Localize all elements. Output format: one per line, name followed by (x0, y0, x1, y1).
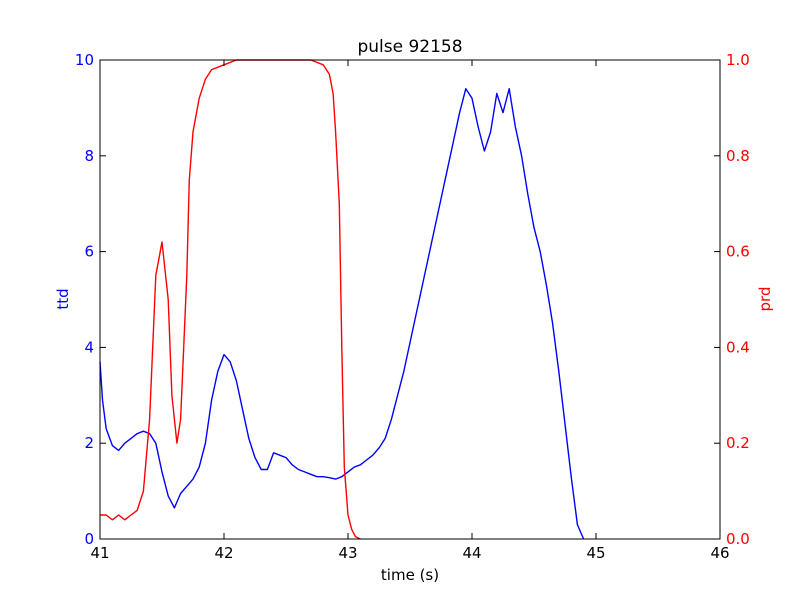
y-left-tick-label: 10 (75, 51, 94, 69)
y-right-tick-label: 0.4 (726, 338, 750, 356)
y-left-tick-label: 0 (84, 530, 94, 548)
y-left-tick-label: 2 (84, 434, 94, 452)
y-axis-left: 0 2 4 6 8 10 (75, 51, 106, 548)
y-axis-right-label: prd (756, 287, 774, 312)
y-left-tick-label: 4 (84, 338, 94, 356)
y-right-tick-label: 0.0 (726, 530, 750, 548)
x-tick-label: 44 (462, 544, 481, 562)
y-left-tick-label: 8 (84, 147, 94, 165)
y-right-tick-label: 0.2 (726, 434, 750, 452)
y-axis-left-label: ttd (54, 288, 72, 309)
x-tick-label: 43 (338, 544, 357, 562)
y-right-tick-label: 0.6 (726, 243, 750, 261)
y-right-tick-label: 1.0 (726, 51, 750, 69)
y-right-tick-label: 0.8 (726, 147, 750, 165)
x-tick-label: 46 (710, 544, 729, 562)
x-axis-label: time (s) (381, 566, 439, 584)
chart-title: pulse 92158 (357, 37, 462, 57)
plot-frame (99, 59, 721, 540)
ttd-series-line (99, 87, 585, 540)
x-tick-label: 45 (586, 544, 605, 562)
x-tick-label: 41 (90, 544, 109, 562)
plot-lines (99, 59, 585, 540)
y-axis-right: 0.0 0.2 0.4 0.6 0.8 1.0 (714, 51, 750, 548)
prd-series-line (100, 59, 361, 540)
x-tick-label: 42 (214, 544, 233, 562)
y-left-tick-label: 6 (84, 243, 94, 261)
x-axis: 41 42 43 44 45 46 (90, 60, 730, 562)
